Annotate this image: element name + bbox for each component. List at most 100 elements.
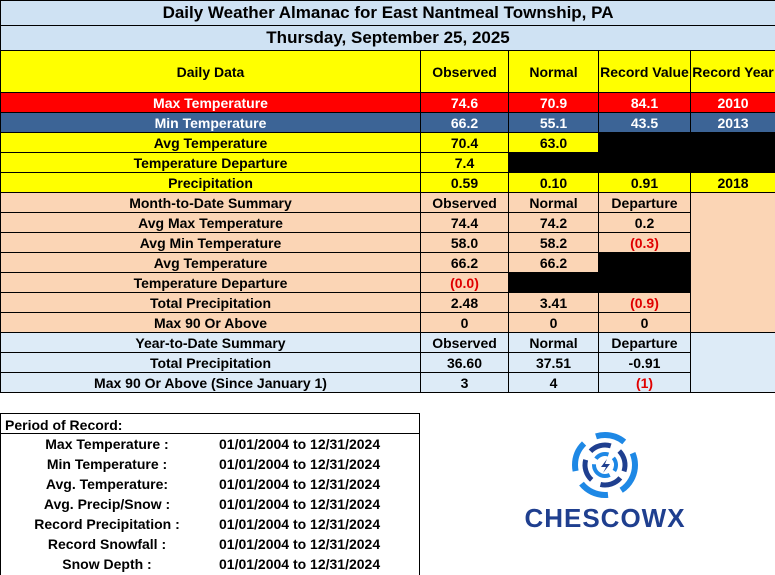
ytd-observed: 3 (420, 372, 509, 393)
table-row: Max Temperature 74.6 70.9 84.1 2010 (0, 92, 775, 113)
mtd-header-observed: Observed (420, 192, 509, 213)
ytd-departure: (1) (598, 372, 691, 393)
table-row: Temperature Departure (0.0) (0, 272, 775, 293)
mtd-departure: 0.2 (598, 212, 691, 233)
table-row: Max 90 Or Above (Since January 1) 3 4 (1… (0, 372, 775, 393)
logo-text: CHESCOWX (524, 503, 686, 533)
precip-observed: 0.59 (420, 172, 509, 193)
mtd-header-label: Month-to-Date Summary (0, 192, 421, 213)
ytd-label: Max 90 Or Above (Since January 1) (0, 372, 421, 393)
list-item: Record Snowfall : 01/01/2004 to 12/31/20… (1, 534, 419, 554)
por-range: 01/01/2004 to 12/31/2024 (219, 556, 381, 572)
table-row: Total Precipitation 36.60 37.51 -0.91 (0, 352, 775, 373)
header-record-year: Record Year (689, 50, 775, 93)
table-row: Avg Temperature 66.2 66.2 (0, 252, 775, 273)
mtd-label: Total Precipitation (0, 292, 421, 313)
mtd-normal: 66.2 (508, 252, 599, 273)
max-temp-observed: 74.6 (420, 92, 509, 113)
header-daily-data: Daily Data (0, 50, 421, 93)
table-row: Avg Min Temperature 58.0 58.2 (0.3) (0, 232, 775, 253)
table-row: Month-to-Date Summary Observed Normal De… (0, 192, 775, 333)
avg-temp-label: Avg Temperature (0, 132, 421, 153)
mtd-observed: 74.4 (420, 212, 509, 233)
mtd-label: Avg Min Temperature (0, 232, 421, 253)
mtd-normal: 58.2 (508, 232, 599, 253)
blank-cell (689, 192, 775, 333)
por-label: Min Temperature : (46, 456, 168, 472)
ytd-header-label: Year-to-Date Summary (0, 332, 421, 353)
table-row: Max 90 Or Above 0 0 0 (0, 312, 775, 333)
blank-cell (598, 152, 691, 173)
list-item: Min Temperature : 01/01/2004 to 12/31/20… (1, 454, 419, 474)
blank-cell (689, 332, 775, 393)
precip-normal: 0.10 (508, 172, 599, 193)
mtd-observed: (0.0) (420, 272, 509, 293)
ytd-departure: -0.91 (598, 352, 691, 373)
por-range: 01/01/2004 to 12/31/2024 (219, 496, 381, 512)
mtd-label: Temperature Departure (0, 272, 421, 293)
list-item: Max Temperature : 01/01/2004 to 12/31/20… (1, 434, 419, 454)
mtd-label: Max 90 Or Above (0, 312, 421, 333)
mtd-observed: 2.48 (420, 292, 509, 313)
max-temp-label: Max Temperature (0, 92, 421, 113)
ytd-observed: 36.60 (420, 352, 509, 373)
table-row: Precipitation 0.59 0.10 0.91 2018 (0, 172, 775, 193)
max-temp-record-value: 84.1 (598, 92, 691, 113)
table-row: Avg Max Temperature 74.4 74.2 0.2 (0, 212, 775, 233)
por-label: Record Precipitation : (34, 516, 180, 532)
ytd-normal: 4 (508, 372, 599, 393)
precip-record-value: 0.91 (598, 172, 691, 193)
por-label: Avg. Precip/Snow : (43, 496, 171, 512)
precip-record-year: 2018 (689, 172, 775, 193)
blank-cell (598, 132, 691, 153)
min-temp-observed: 66.2 (420, 112, 509, 133)
header-record-value: Record Value (598, 50, 691, 93)
header-normal: Normal (508, 50, 599, 93)
list-item: Avg. Temperature: 01/01/2004 to 12/31/20… (1, 474, 419, 494)
max-temp-normal: 70.9 (508, 92, 599, 113)
list-item: Snow Depth : 01/01/2004 to 12/31/2024 (1, 554, 419, 574)
blank-cell (508, 272, 599, 293)
mtd-header-departure: Departure (598, 192, 691, 213)
mtd-normal: 0 (508, 312, 599, 333)
blank-cell (689, 132, 775, 153)
ytd-label: Total Precipitation (0, 352, 421, 373)
mtd-observed: 0 (420, 312, 509, 333)
por-range: 01/01/2004 to 12/31/2024 (219, 516, 381, 532)
por-range: 01/01/2004 to 12/31/2024 (219, 456, 381, 472)
por-label: Snow Depth : (62, 556, 152, 572)
almanac-table: Daily Weather Almanac for East Nantmeal … (0, 0, 775, 393)
mtd-normal: 74.2 (508, 212, 599, 233)
hurricane-icon (572, 432, 638, 498)
almanac-title: Daily Weather Almanac for East Nantmeal … (0, 0, 775, 26)
avg-temp-normal: 63.0 (508, 132, 599, 153)
por-label: Max Temperature : (45, 436, 169, 452)
avg-temp-observed: 70.4 (420, 132, 509, 153)
ytd-normal: 37.51 (508, 352, 599, 373)
period-of-record-box: Period of Record: Max Temperature : 01/0… (0, 413, 420, 575)
blank-cell (598, 272, 691, 293)
blank-cell (689, 152, 775, 173)
temp-departure-label: Temperature Departure (0, 152, 421, 173)
list-item: Record Precipitation : 01/01/2004 to 12/… (1, 514, 419, 534)
blank-cell (598, 252, 691, 273)
max-temp-record-year: 2010 (689, 92, 775, 113)
chescowx-logo: CHESCOWX (470, 425, 740, 545)
por-range: 01/01/2004 to 12/31/2024 (219, 536, 381, 552)
list-item: Avg. Precip/Snow : 01/01/2004 to 12/31/2… (1, 494, 419, 514)
table-row: Min Temperature 66.2 55.1 43.5 2013 (0, 112, 775, 133)
ytd-header-observed: Observed (420, 332, 509, 353)
table-row: Total Precipitation 2.48 3.41 (0.9) (0, 292, 775, 313)
min-temp-label: Min Temperature (0, 112, 421, 133)
mtd-observed: 58.0 (420, 232, 509, 253)
min-temp-record-year: 2013 (689, 112, 775, 133)
mtd-normal: 3.41 (508, 292, 599, 313)
min-temp-record-value: 43.5 (598, 112, 691, 133)
mtd-departure: (0.3) (598, 232, 691, 253)
mtd-label: Avg Max Temperature (0, 212, 421, 233)
mtd-departure: (0.9) (598, 292, 691, 313)
ytd-header-departure: Departure (598, 332, 691, 353)
period-of-record-title: Period of Record: (1, 414, 419, 434)
por-label: Record Snowfall : (47, 536, 167, 552)
almanac-date: Thursday, September 25, 2025 (0, 25, 775, 51)
